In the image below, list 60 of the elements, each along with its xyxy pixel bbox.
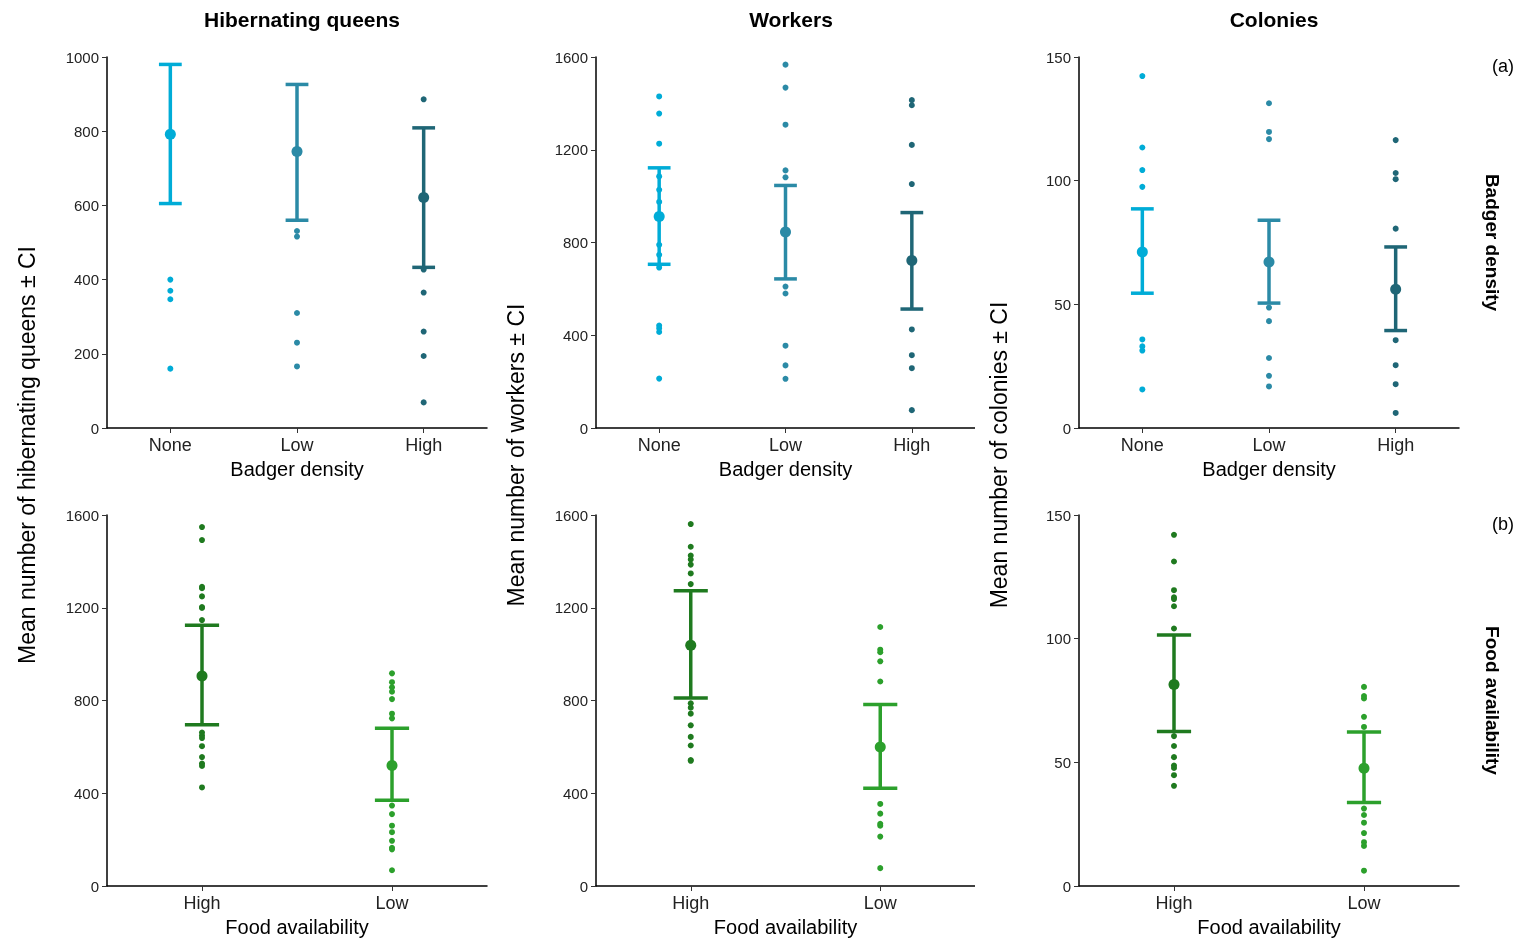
y-tick-label: 1200 bbox=[554, 599, 588, 617]
x-tick-label: High bbox=[893, 435, 931, 455]
x-axis-title: Food availability bbox=[225, 915, 369, 938]
y-tick-label: 200 bbox=[73, 345, 99, 363]
text: Badger density bbox=[1481, 173, 1503, 312]
y-tick-label: 0 bbox=[90, 877, 99, 895]
y-tick-label: 1000 bbox=[65, 48, 99, 66]
chart-title: Workers bbox=[749, 8, 833, 31]
x-tick-label: High bbox=[1377, 435, 1415, 455]
y-axis-title: Mean number of workers ± CI bbox=[502, 303, 530, 607]
x-tick-label: None bbox=[637, 435, 681, 455]
x-tick-label: Low bbox=[1252, 435, 1287, 455]
x-axis-title: Badger density bbox=[230, 457, 364, 480]
y-tick-label: 800 bbox=[562, 234, 588, 251]
x-tick-label: High bbox=[183, 893, 221, 913]
text: (b) bbox=[1492, 514, 1514, 534]
y-tick-label: 1600 bbox=[65, 506, 99, 524]
x-tick-label: Low bbox=[863, 893, 898, 913]
x-tick-label: None bbox=[1120, 435, 1164, 455]
y-tick-label: 50 bbox=[1054, 753, 1071, 771]
x-axis-title: Food availability bbox=[713, 915, 858, 938]
x-tick-label: Low bbox=[1347, 893, 1382, 913]
y-tick-label: 50 bbox=[1054, 295, 1071, 313]
y-tick-label: 0 bbox=[1062, 419, 1071, 437]
x-tick-label: Low bbox=[280, 435, 315, 455]
y-tick-label: 400 bbox=[73, 784, 99, 802]
y-tick-label: 400 bbox=[73, 271, 99, 289]
y-tick-label: 150 bbox=[1045, 48, 1071, 66]
y-tick-label: 1600 bbox=[554, 48, 588, 66]
x-tick-label: None bbox=[148, 435, 192, 455]
y-tick-label: 1200 bbox=[554, 141, 588, 159]
text: (a) bbox=[1492, 56, 1514, 76]
chart-title: Colonies bbox=[1229, 8, 1319, 31]
text: Food availability bbox=[1481, 626, 1503, 776]
y-tick-label: 0 bbox=[579, 419, 588, 437]
y-tick-label: 800 bbox=[73, 122, 99, 140]
y-tick-label: 100 bbox=[1045, 630, 1071, 648]
x-tick-label: High bbox=[1155, 893, 1193, 913]
y-axis-title: Mean number of hibernating queens ± CI bbox=[13, 246, 41, 664]
chart-title: Hibernating queens bbox=[203, 8, 401, 31]
y-tick-label: 400 bbox=[562, 784, 588, 802]
x-axis-title: Food availability bbox=[1197, 915, 1341, 938]
y-tick-label: 800 bbox=[562, 692, 588, 709]
y-tick-label: 0 bbox=[1062, 877, 1071, 895]
x-tick-label: Low bbox=[768, 435, 804, 455]
x-axis-title: Badger density bbox=[718, 457, 853, 480]
x-tick-label: High bbox=[405, 435, 443, 455]
y-tick-label: 100 bbox=[1045, 172, 1071, 190]
y-tick-label: 1600 bbox=[554, 506, 588, 524]
x-tick-label: Low bbox=[375, 893, 410, 913]
x-axis-title: Badger density bbox=[1202, 457, 1336, 480]
y-tick-label: 0 bbox=[579, 877, 588, 895]
y-tick-label: 400 bbox=[562, 326, 588, 344]
y-axis-title: Mean number of colonies ± CI bbox=[985, 301, 1013, 609]
y-tick-label: 150 bbox=[1045, 506, 1071, 524]
y-tick-label: 1200 bbox=[65, 599, 99, 617]
y-tick-label: 0 bbox=[90, 419, 99, 437]
y-tick-label: 800 bbox=[73, 692, 99, 709]
y-tick-label: 600 bbox=[73, 196, 99, 214]
x-tick-label: High bbox=[672, 893, 710, 913]
